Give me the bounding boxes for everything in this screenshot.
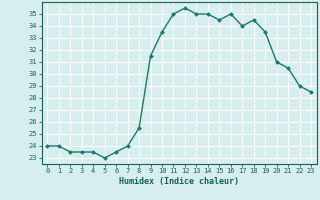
X-axis label: Humidex (Indice chaleur): Humidex (Indice chaleur) <box>119 177 239 186</box>
